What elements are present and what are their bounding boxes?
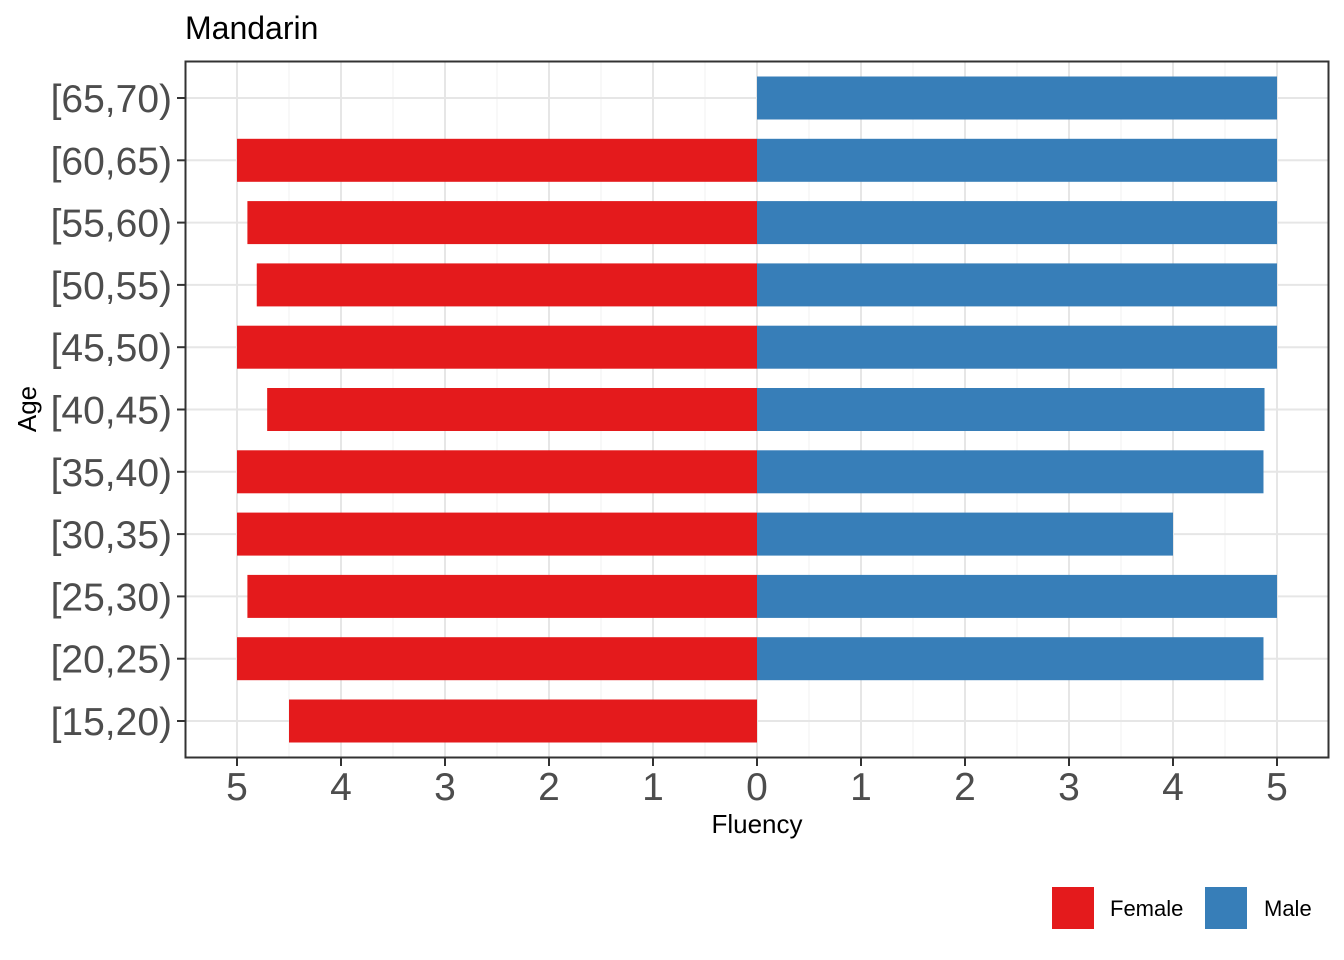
y-tick-label: [65,70): [51, 78, 172, 121]
bar-female-6: [237, 325, 757, 369]
bar-female-9: [237, 138, 757, 182]
bar-female-5: [267, 388, 757, 431]
bars: [237, 76, 1277, 743]
bar-male-4: [757, 450, 1264, 494]
x-tick-label: 2: [954, 766, 976, 809]
bar-female-4: [237, 450, 757, 494]
y-tick-label: [50,55): [51, 265, 172, 308]
y-tick-label: [40,45): [51, 390, 172, 433]
bar-male-3: [757, 512, 1173, 556]
y-tick-label: [55,60): [51, 203, 172, 246]
x-tick-label: 4: [330, 766, 352, 809]
bar-female-8: [247, 201, 757, 245]
bar-male-10: [757, 76, 1277, 120]
bar-male-9: [757, 138, 1277, 182]
bar-male-2: [757, 574, 1277, 618]
x-tick-label: 0: [746, 766, 768, 809]
bar-male-5: [757, 388, 1265, 431]
y-tick-label: [60,65): [51, 140, 172, 183]
plot-border: [184, 60, 1330, 759]
x-tick-label: 2: [538, 766, 560, 809]
y-tick-label: [25,30): [51, 576, 172, 619]
x-tick-label: 5: [226, 766, 248, 809]
bar-female-0: [289, 699, 757, 743]
bar-female-1: [237, 637, 757, 681]
y-tick-label: [15,20): [51, 701, 172, 744]
bar-female-3: [237, 512, 757, 556]
y-axis: [15,20) [20,25) [25,30) [30,35) [35,40) [40,4…: [51, 78, 185, 744]
bar-female-2: [247, 574, 757, 618]
x-axis-title: Fluency: [711, 809, 802, 839]
bar-male-8: [757, 201, 1277, 245]
x-tick-label: 5: [1266, 766, 1288, 809]
x-tick-label: 3: [1058, 766, 1080, 809]
x-axis: 5 4 3 2 1 0 1 2 3 4 5: [226, 758, 1288, 809]
bar-male-7: [757, 263, 1277, 307]
x-tick-label: 3: [434, 766, 456, 809]
y-tick-label: [45,50): [51, 327, 172, 370]
bar-male-1: [757, 637, 1264, 681]
y-axis-title: Age: [12, 386, 42, 432]
x-tick-label: 4: [1162, 766, 1184, 809]
x-tick-label: 1: [642, 766, 664, 809]
legend-label-female: Female: [1110, 896, 1183, 921]
legend-swatch-male: [1205, 887, 1247, 929]
bar-male-6: [757, 325, 1277, 369]
y-tick-label: [20,25): [51, 639, 172, 682]
y-tick-label: [30,35): [51, 514, 172, 557]
legend-swatch-female: [1052, 887, 1094, 929]
chart-title: Mandarin: [185, 10, 318, 46]
x-tick-label: 1: [850, 766, 872, 809]
bar-female-7: [256, 263, 757, 307]
y-tick-label: [35,40): [51, 452, 172, 495]
legend: Female Male: [1052, 887, 1312, 929]
legend-label-male: Male: [1264, 896, 1312, 921]
